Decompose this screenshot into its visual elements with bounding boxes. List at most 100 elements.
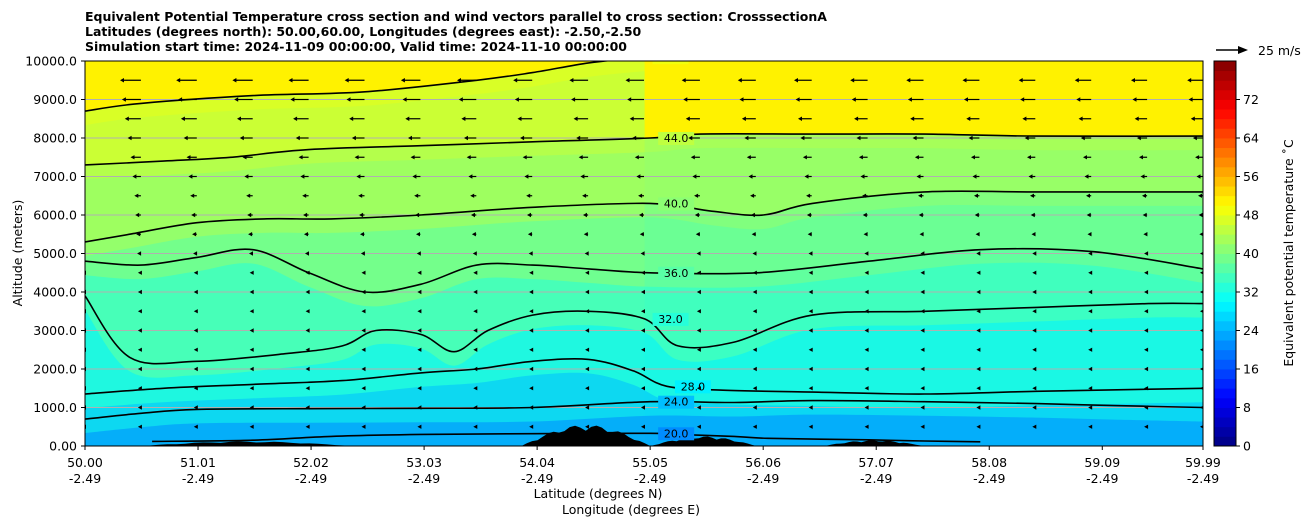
wind-vector — [466, 155, 477, 160]
wind-vector — [976, 347, 981, 352]
wind-vector — [1027, 155, 1036, 160]
wind-vector — [417, 289, 422, 295]
wind-vector — [863, 232, 868, 237]
x-tick-lat-1: 51.01 — [180, 455, 216, 470]
wind-vector — [920, 251, 925, 256]
wind-vector — [529, 270, 534, 275]
wind-vector — [641, 366, 645, 372]
wind-vector — [1086, 193, 1092, 198]
colorbar-tick-label-9: 72 — [1243, 92, 1259, 107]
wind-vector — [295, 135, 309, 141]
wind-vector — [473, 405, 478, 410]
wind-vector — [1088, 424, 1093, 429]
wind-vector — [694, 193, 700, 198]
y-tick-label-9: 9000.0 — [33, 92, 77, 107]
wind-vector — [305, 251, 309, 256]
wind-vector — [303, 212, 309, 218]
wind-vector — [856, 135, 868, 141]
wind-vector — [473, 366, 478, 372]
wind-vector — [1032, 424, 1037, 429]
wind-vector — [1144, 270, 1149, 275]
wind-vector — [634, 155, 644, 160]
wind-vector — [639, 212, 644, 218]
x-tick-lon-3: -2.49 — [408, 471, 440, 486]
wind-vector — [417, 270, 422, 275]
wind-vector — [1022, 116, 1036, 121]
wind-vector — [752, 309, 757, 314]
wind-vector — [1087, 232, 1092, 237]
y-tick-label-1: 1000.0 — [33, 400, 77, 415]
wind-vector — [752, 270, 757, 275]
contour-label-36: 36.0 — [664, 267, 689, 280]
wind-vector — [920, 424, 925, 429]
wind-vector — [1144, 347, 1149, 352]
wind-vector — [361, 347, 366, 352]
x-axis-label-latitude: Latitude (degrees N) — [534, 486, 663, 501]
wind-vector — [473, 386, 478, 391]
colorbar-segment — [1214, 215, 1236, 226]
colorbar-segment — [1214, 70, 1236, 81]
wind-vector — [524, 174, 533, 179]
wind-vector — [641, 347, 645, 352]
wind-vector — [305, 405, 310, 410]
x-tick-lat-5: 55.05 — [632, 455, 668, 470]
wind-vector — [808, 405, 813, 410]
contour-label-bg-48 — [652, 61, 689, 65]
wind-vector — [1196, 174, 1203, 179]
wind-vector — [402, 97, 421, 102]
wind-vector — [249, 289, 254, 295]
colorbar-segment — [1214, 417, 1236, 428]
wind-vector — [1088, 405, 1093, 410]
wind-vector — [641, 328, 645, 333]
wind-vector — [641, 289, 645, 295]
wind-vector — [249, 270, 254, 275]
wind-vector — [752, 347, 757, 352]
wind-vector — [696, 289, 701, 295]
wind-vector — [971, 155, 980, 160]
wind-vector — [584, 251, 589, 256]
wind-vector — [351, 135, 365, 141]
wind-vector — [864, 424, 869, 429]
wind-vector — [1142, 212, 1148, 218]
wind-vector — [193, 328, 198, 333]
wind-vector — [186, 155, 197, 160]
wind-vector — [806, 193, 812, 198]
wind-vector — [193, 386, 198, 391]
wind-vector — [193, 270, 198, 275]
wind-vector — [408, 135, 421, 141]
temperature-filled-contours — [85, 61, 1203, 446]
colorbar-segment — [1214, 224, 1236, 235]
wind-vector — [1136, 135, 1148, 141]
wind-vector — [417, 366, 422, 372]
x-tick-lon-5: -2.49 — [634, 471, 666, 486]
colorbar-tick-label-6: 48 — [1243, 208, 1259, 223]
wind-vector — [1032, 386, 1037, 391]
wind-vector — [1076, 97, 1092, 102]
y-tick-label-0: 0.00 — [49, 439, 77, 454]
wind-vector — [1088, 309, 1093, 314]
terrain-mask — [141, 425, 925, 446]
wind-vector — [974, 193, 980, 198]
wind-vector — [1195, 155, 1203, 160]
colorbar-segment — [1214, 234, 1236, 245]
contour-label-20: 20.0 — [664, 427, 689, 440]
wind-vector — [300, 174, 309, 179]
wind-vector — [1200, 405, 1203, 410]
wind-vector — [69, 117, 85, 122]
wind-vector — [527, 212, 533, 218]
wind-vector — [641, 386, 645, 391]
wind-vector — [1088, 289, 1093, 295]
wind-vector — [361, 328, 366, 333]
chart-title-line-3: Simulation start time: 2024-11-09 00:00:… — [85, 39, 627, 54]
wind-vector — [864, 405, 869, 410]
colorbar-segment — [1214, 205, 1236, 216]
wind-vector — [1144, 405, 1149, 410]
colorbar-segment — [1214, 263, 1236, 274]
colorbar-segment — [1214, 340, 1236, 351]
wind-vector — [517, 116, 533, 121]
wind-vector — [417, 347, 422, 352]
wind-vector — [918, 212, 924, 218]
x-tick-lon-6: -2.49 — [747, 471, 779, 486]
wind-vector — [178, 97, 197, 102]
x-tick-lat-6: 56.06 — [745, 455, 781, 470]
